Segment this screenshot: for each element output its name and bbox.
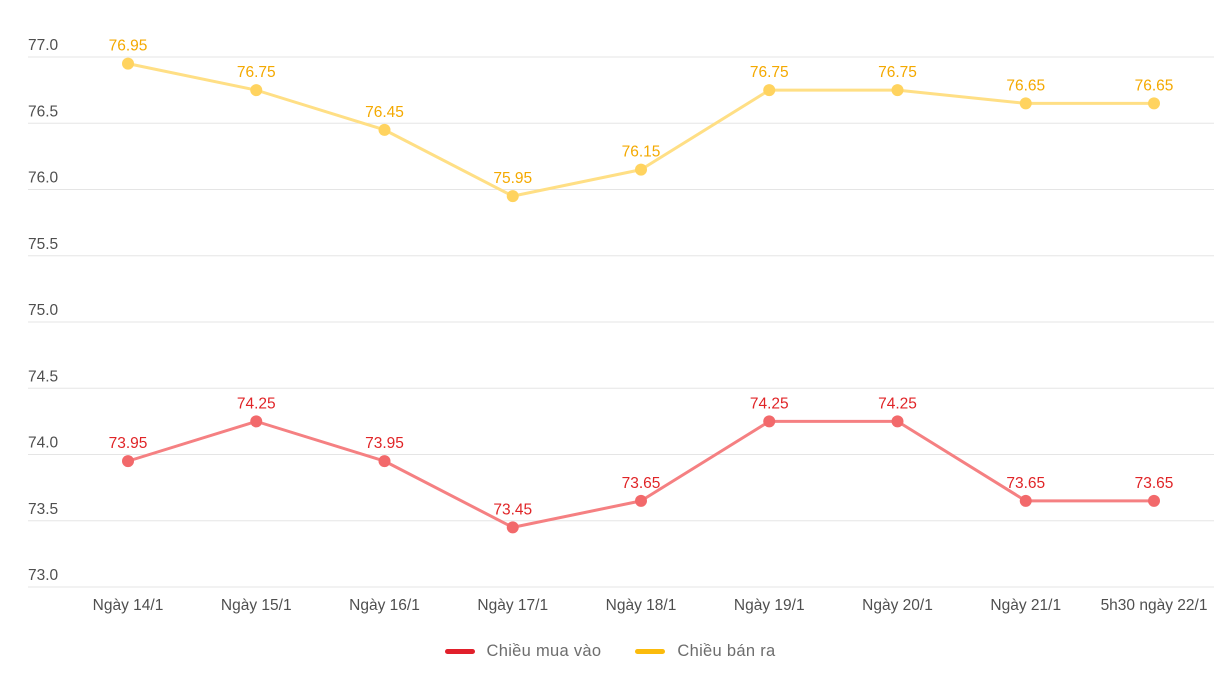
data-point-marker	[506, 190, 519, 203]
plot-area: 77.0 76.5 76.0 75.5 75.0 74.5 74.0 73.5 73.0 Ngày…	[28, 37, 1214, 614]
data-point-marker	[250, 415, 263, 428]
data-point-label: 74.25	[878, 395, 917, 412]
data-point-marker	[250, 84, 263, 97]
data-point-marker	[763, 84, 776, 97]
data-point-marker	[1019, 97, 1032, 110]
x-tick-label: Ngày 14/1	[93, 597, 164, 614]
x-tick-label: 5h30 ngày 22/1	[1101, 597, 1208, 614]
data-point-marker	[122, 57, 134, 70]
legend-label-sell: Chiều bán ra	[677, 642, 776, 660]
data-point-marker	[378, 123, 391, 136]
y-tick-label: 76.0	[28, 170, 59, 187]
x-tick-label: Ngày 18/1	[606, 597, 677, 614]
legend-label-buy: Chiều mua vào	[486, 642, 602, 660]
x-tick-label: Ngày 17/1	[477, 597, 548, 614]
data-point-marker	[891, 84, 904, 97]
x-tick-label: Ngày 20/1	[862, 597, 933, 614]
data-point-label: 76.45	[365, 104, 404, 121]
series-line-1	[126, 62, 1156, 198]
data-point-label: 74.25	[750, 395, 789, 412]
data-point-label: 73.65	[1135, 475, 1174, 492]
legend-item-sell[interactable]: Chiều bán ra	[635, 642, 775, 661]
y-tick-label: 75.0	[28, 302, 59, 319]
data-point-label: 76.75	[750, 64, 789, 81]
data-point-label: 73.95	[109, 435, 148, 452]
data-point-label: 76.15	[622, 144, 661, 161]
data-point-label: 75.95	[493, 170, 532, 187]
data-point-label: 73.45	[493, 501, 532, 518]
data-point-label: 76.95	[109, 38, 148, 55]
x-tick-label: Ngày 16/1	[349, 597, 420, 614]
x-tick-label: Ngày 15/1	[221, 597, 292, 614]
legend-item-buy[interactable]: Chiều mua vào	[444, 642, 602, 661]
y-tick-label: 76.5	[28, 103, 58, 120]
data-point-marker	[635, 494, 647, 507]
y-tick-label: 73.5	[28, 501, 58, 518]
data-point-marker	[1148, 494, 1160, 507]
y-tick-label: 74.0	[28, 435, 59, 452]
data-point-label: 76.75	[878, 64, 917, 81]
data-point-marker	[763, 415, 776, 428]
data-point-label: 73.65	[1006, 475, 1045, 492]
y-tick-label: 77.0	[28, 37, 59, 54]
x-tick-label: Ngày 21/1	[990, 597, 1061, 614]
data-point-marker	[378, 455, 391, 468]
data-point-label: 76.65	[1135, 77, 1174, 94]
legend-swatch-buy	[444, 649, 475, 654]
data-point-label: 76.75	[237, 64, 276, 81]
data-point-label: 73.95	[365, 435, 404, 452]
data-point-marker	[506, 521, 519, 534]
data-point-marker	[1019, 494, 1032, 507]
data-point-marker	[891, 415, 904, 428]
data-point-label: 76.65	[1006, 77, 1045, 94]
data-point-marker	[635, 163, 647, 176]
y-tick-label: 73.0	[28, 567, 59, 584]
data-point-label: 74.25	[237, 395, 276, 412]
y-tick-label: 74.5	[28, 368, 58, 385]
data-point-marker	[1148, 97, 1160, 110]
chart-legend: Chiều mua vào Chiều bán ra	[0, 642, 1220, 661]
x-tick-label: Ngày 19/1	[734, 597, 805, 614]
data-point-label: 73.65	[622, 475, 661, 492]
data-point-marker	[122, 455, 134, 468]
legend-swatch-sell	[635, 649, 666, 654]
y-tick-label: 75.5	[28, 236, 58, 253]
